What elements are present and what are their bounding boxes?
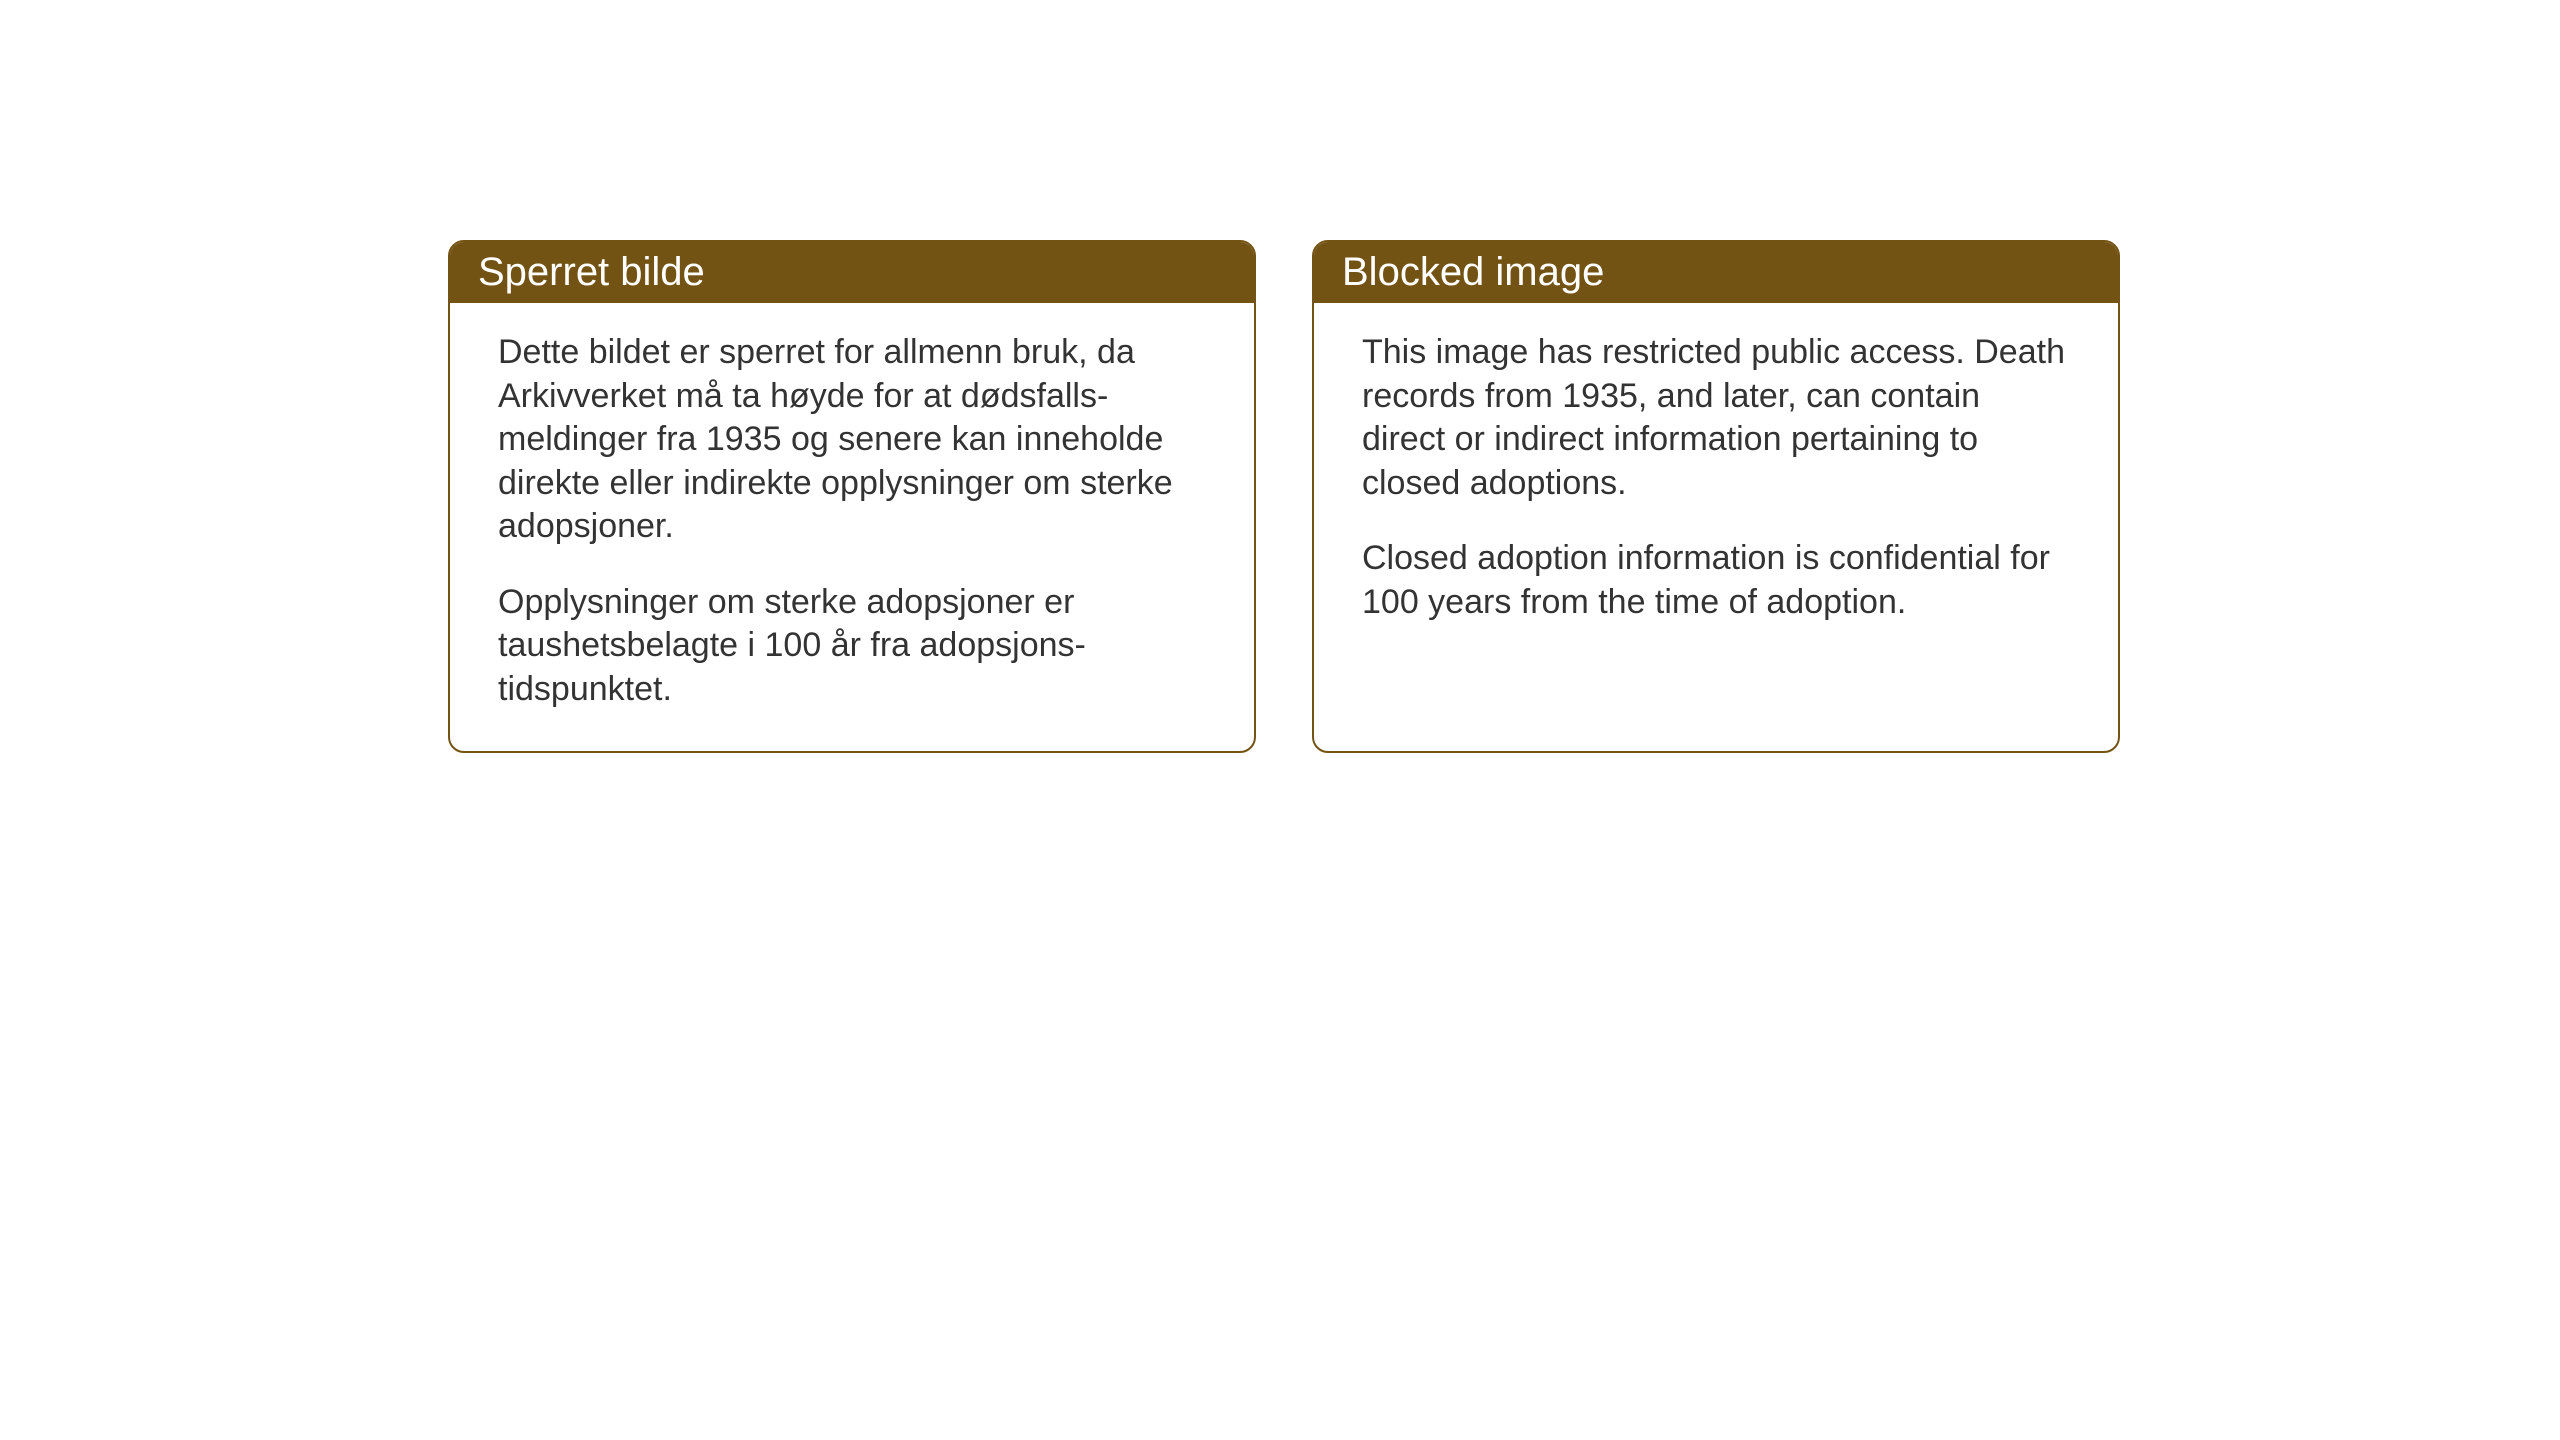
paragraph-2-english: Closed adoption information is confident… — [1362, 537, 2070, 624]
notice-card-english: Blocked image This image has restricted … — [1312, 240, 2120, 753]
paragraph-1-norwegian: Dette bildet er sperret for allmenn bruk… — [498, 331, 1206, 549]
card-header-english: Blocked image — [1314, 242, 2118, 303]
card-body-english: This image has restricted public access.… — [1314, 303, 2118, 664]
notice-card-norwegian: Sperret bilde Dette bildet er sperret fo… — [448, 240, 1256, 753]
paragraph-1-english: This image has restricted public access.… — [1362, 331, 2070, 505]
notice-container: Sperret bilde Dette bildet er sperret fo… — [448, 240, 2120, 753]
card-body-norwegian: Dette bildet er sperret for allmenn bruk… — [450, 303, 1254, 751]
card-title-english: Blocked image — [1342, 250, 1604, 294]
paragraph-2-norwegian: Opplysninger om sterke adopsjoner er tau… — [498, 581, 1206, 712]
card-header-norwegian: Sperret bilde — [450, 242, 1254, 303]
card-title-norwegian: Sperret bilde — [478, 250, 705, 294]
